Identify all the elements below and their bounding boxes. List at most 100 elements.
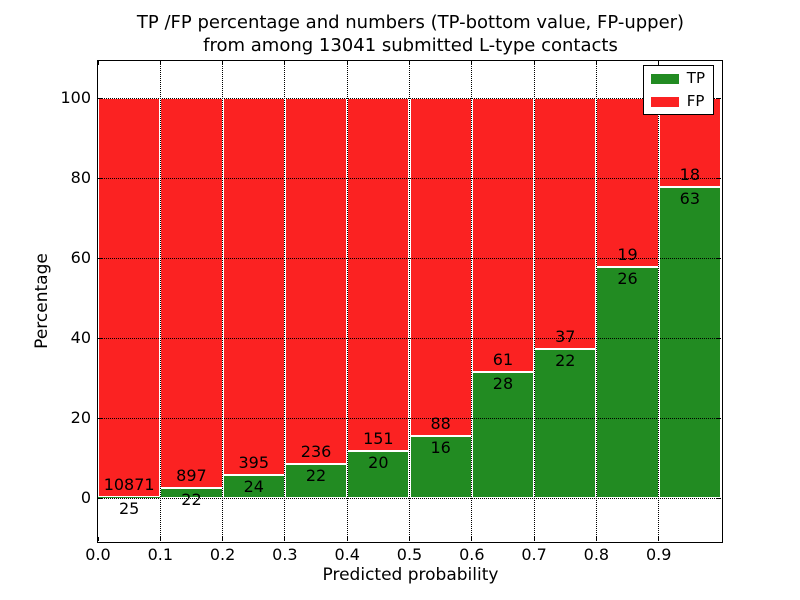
tp-count-label: 25 [118, 499, 140, 519]
tp-count-label: 63 [679, 188, 701, 208]
y-tick-left [98, 257, 102, 259]
tp-legend-label: TP [686, 69, 705, 87]
x-tick-label: 0.3 [272, 545, 298, 564]
tp-count-label: 28 [492, 374, 514, 394]
x-tick-bottom [471, 537, 473, 541]
y-tick-label: 60 [70, 248, 91, 267]
x-tick-top [159, 61, 161, 65]
y-tick-right [717, 257, 721, 259]
bar-segment-fp [98, 98, 161, 498]
fp-count-label: 10871 [103, 475, 155, 495]
x-tick-label: 0.9 [645, 545, 672, 564]
legend: TP FP [642, 65, 714, 115]
x-tick-bottom [284, 537, 286, 541]
chart-title-line1: TP /FP percentage and numbers (TP-bottom… [136, 12, 685, 33]
v-gridline [471, 61, 473, 541]
x-tick-bottom [97, 537, 99, 541]
x-tick-bottom [409, 537, 410, 541]
annotation-layer: 10871 25 897 22 395 24 236 22 151 20 88 16 61 28 37 22 1… [98, 61, 721, 541]
x-tick-label: 0.6 [459, 545, 485, 564]
y-tick-left [98, 177, 102, 179]
grid-layer [98, 61, 721, 541]
bar-segment-tp [471, 372, 535, 498]
bar-segment-fp [160, 98, 223, 489]
x-tick-label: 0.5 [396, 545, 423, 564]
bar-segment-tp [596, 266, 659, 498]
chart-title-line2: from among 13041 submitted L-type contac… [203, 35, 618, 56]
x-tick-top [97, 61, 99, 65]
v-gridline [409, 61, 410, 541]
bar-segment-fp [534, 98, 597, 349]
plot-area: 10871 25 897 22 395 24 236 22 151 20 88 16 61 28 37 22 1… [96, 59, 723, 543]
v-gridline [533, 61, 535, 541]
fp-count-label: 18 [679, 164, 701, 184]
y-tick-left [98, 417, 102, 419]
x-tick-bottom [658, 537, 660, 541]
fp-count-label: 37 [555, 326, 576, 346]
fp-legend-swatch [650, 96, 679, 107]
bar-segment-fp [347, 98, 410, 452]
x-tick-label: 0.7 [521, 545, 547, 564]
x-tick-bottom [533, 537, 535, 541]
y-tick-label: 100 [60, 88, 91, 107]
x-tick-bottom [159, 537, 161, 541]
bar-segment-fp [284, 98, 348, 464]
fp-count-label: 19 [617, 244, 638, 264]
y-tick-left [98, 337, 102, 339]
x-tick-top [346, 61, 348, 65]
fp-count-label: 151 [363, 429, 394, 449]
tp-count-label: 22 [555, 350, 576, 370]
tp-count-label: 26 [617, 268, 638, 288]
x-tick-top [222, 61, 224, 65]
x-tick-bottom [346, 537, 348, 541]
y-tick-label: 80 [70, 168, 91, 187]
fp-count-label: 395 [238, 453, 270, 473]
legend-item-tp: TP [650, 69, 705, 87]
tp-count-label: 22 [181, 490, 202, 510]
bar-segment-tp [534, 348, 597, 498]
x-tick-top [471, 61, 473, 65]
fp-count-label: 88 [430, 414, 451, 434]
x-tick-label: 0.1 [147, 545, 174, 564]
x-tick-label: 0.0 [85, 545, 111, 564]
tp-count-label: 20 [368, 453, 389, 473]
y-tick-left [98, 97, 102, 99]
v-gridline [658, 61, 660, 541]
x-tick-top [595, 61, 597, 65]
v-gridline [595, 61, 597, 541]
x-axis-label: Predicted probability [322, 565, 499, 585]
x-tick-label: 0.8 [583, 545, 610, 564]
bar-segment-tp [658, 186, 721, 498]
chart-title: TP /FP percentage and numbers (TP-bottom… [99, 11, 722, 57]
v-gridline [222, 61, 224, 541]
fp-count-label: 897 [176, 466, 207, 486]
x-tick-label: 0.2 [209, 545, 236, 564]
bar-segment-fp [596, 98, 659, 267]
y-tick-right [717, 497, 721, 499]
tp-count-label: 16 [430, 438, 451, 458]
y-tick-label: 40 [70, 328, 91, 347]
fp-legend-label: FP [686, 92, 705, 110]
bar-segment-tp [222, 475, 285, 498]
y-tick-label: 20 [70, 408, 91, 427]
tp-legend-swatch [650, 73, 679, 84]
tp-count-label: 22 [305, 465, 327, 485]
x-tick-top [658, 61, 660, 65]
x-tick-label: 0.4 [334, 545, 360, 564]
bar-segment-tp [409, 436, 472, 498]
v-gridline [284, 61, 286, 541]
bar-segment-fp [471, 98, 535, 373]
bar-segment-fp [222, 98, 285, 476]
legend-item-fp: FP [650, 92, 705, 110]
x-tick-bottom [595, 537, 597, 541]
y-tick-right [717, 177, 721, 179]
bar-segment-fp [409, 98, 472, 437]
fp-count-label: 61 [492, 350, 514, 370]
x-tick-bottom [222, 537, 224, 541]
y-tick-left [98, 497, 102, 499]
tp-count-label: 24 [243, 477, 264, 497]
x-tick-top [533, 61, 535, 65]
fp-count-label: 236 [300, 441, 332, 461]
bar-segment-tp [347, 451, 410, 498]
